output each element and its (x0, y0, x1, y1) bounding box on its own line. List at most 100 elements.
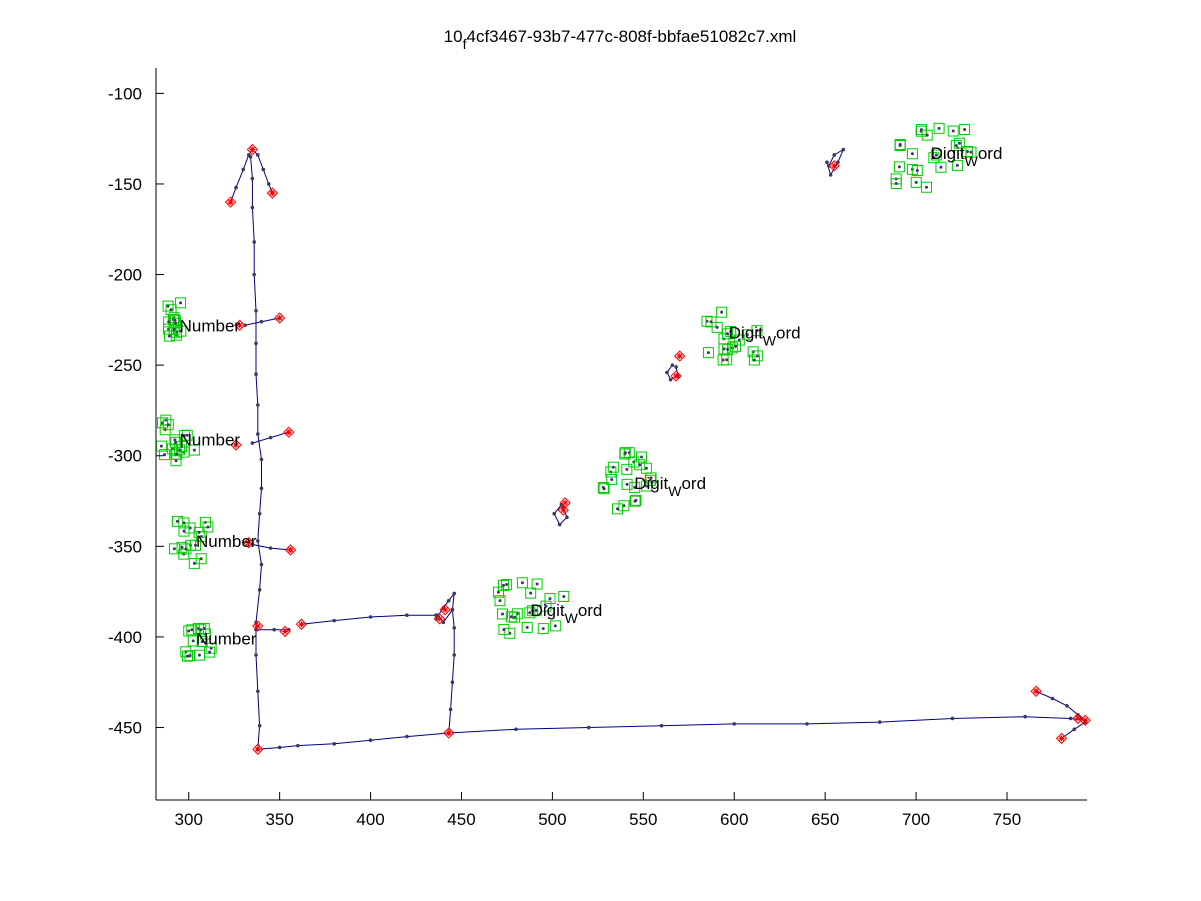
endpoint-asterisk-15 (1058, 735, 1065, 742)
x-tick-label-8: 700 (902, 810, 930, 829)
endpoint-diamond-16 (1072, 712, 1084, 725)
feature-point-4-16 (528, 611, 532, 615)
feature-point-2-11 (197, 530, 201, 534)
feature-box-1-4 (174, 444, 186, 456)
feature-box-3-13 (187, 635, 199, 647)
feature-point-6-5 (706, 351, 710, 355)
endpoint-asterisk-0 (249, 146, 256, 153)
feature-point-5-19 (601, 486, 605, 490)
feature-box-7-14 (930, 149, 942, 161)
feature-point-1-9 (175, 452, 179, 456)
region-label-rest: ord (776, 324, 801, 343)
endpoint-asterisk-3 (276, 315, 283, 322)
feature-box-3-7 (186, 624, 198, 636)
feature-point-2-6 (206, 525, 210, 529)
feature-box-1-8 (162, 419, 174, 431)
feature-box-5-15 (630, 494, 642, 506)
feature-point-6-1 (737, 338, 741, 342)
stroke-point-1-6 (261, 167, 266, 172)
feature-box-6-11 (751, 350, 763, 362)
feature-box-5-5 (628, 456, 640, 468)
feature-box-6-0 (716, 306, 728, 318)
feature-box-0-11 (175, 297, 187, 309)
feature-point-2-13 (172, 547, 176, 551)
feature-point-4-12 (501, 583, 505, 587)
feature-box-5-11 (640, 462, 652, 474)
stroke-point-7-1 (448, 707, 453, 712)
feature-box-6-15 (748, 354, 760, 366)
feature-box-6-17 (718, 343, 730, 355)
feature-point-4-9 (520, 581, 524, 585)
endpoint-asterisk-2 (269, 190, 276, 197)
feature-point-3-9 (185, 654, 189, 658)
feature-point-3-1 (200, 640, 204, 644)
feature-box-0-13 (175, 325, 187, 337)
x-tick-label-7: 650 (811, 810, 839, 829)
region-label-main: Digit (531, 601, 565, 620)
feature-box-4-16 (524, 607, 536, 619)
y-tick-label-3: -250 (108, 356, 142, 375)
feature-box-4-0 (497, 608, 509, 620)
feature-box-4-12 (497, 579, 509, 591)
feature-point-4-8 (529, 591, 533, 595)
stroke-point-13-2 (557, 522, 562, 527)
feature-box-1-15 (178, 429, 190, 441)
region-label-4: DigitWord (531, 601, 603, 626)
stroke-point-0-15 (254, 308, 258, 313)
feature-box-3-10 (195, 624, 207, 636)
feature-point-4-6 (531, 609, 535, 613)
stroke-point-0-19 (250, 176, 255, 181)
feature-point-0-9 (173, 318, 177, 322)
feature-point-1-15 (182, 433, 186, 437)
stroke-point-4-1 (268, 546, 273, 550)
feature-point-5-6 (622, 504, 626, 508)
y-tick-label-6: -400 (108, 628, 142, 647)
feature-point-7-22 (925, 133, 929, 137)
feature-point-6-10 (729, 329, 733, 333)
feature-box-7-15 (893, 161, 905, 173)
stroke-point-0-8 (257, 511, 262, 516)
stroke-point-8-2 (368, 615, 373, 619)
stroke-point-1-1 (234, 185, 238, 190)
stroke-point-7-2 (450, 680, 455, 685)
feature-point-3-12 (197, 653, 201, 657)
feature-point-6-13 (725, 358, 729, 362)
feature-point-7-23 (925, 185, 929, 189)
feature-point-5-11 (644, 466, 648, 470)
feature-point-7-12 (969, 150, 973, 154)
feature-point-7-15 (897, 165, 901, 169)
x-tick-label-2: 400 (356, 810, 384, 829)
feature-point-4-0 (501, 612, 505, 616)
region-label-1: Number (180, 430, 241, 449)
stroke-point-8-1 (332, 618, 336, 623)
feature-point-7-21 (951, 129, 955, 133)
feature-box-2-7 (195, 531, 207, 543)
feature-point-5-21 (611, 465, 615, 469)
stroke-point-6-11 (805, 722, 809, 726)
feature-box-2-15 (171, 515, 183, 527)
feature-box-4-20 (540, 600, 552, 612)
stroke-point-6-8 (586, 725, 591, 730)
feature-box-0-9 (169, 314, 181, 326)
feature-point-5-2 (625, 467, 629, 471)
stroke-point-3-1 (268, 435, 273, 440)
stroke-point-0-14 (254, 341, 258, 346)
stroke-point-6-14 (1023, 714, 1027, 719)
stroke-point-0-1 (257, 723, 262, 728)
x-tick-label-9: 750 (993, 810, 1021, 829)
stroke-point-12-4 (674, 365, 678, 369)
stroke-point-7-3 (452, 653, 457, 657)
feature-box-2-11 (193, 526, 205, 538)
feature-point-4-10 (548, 597, 552, 601)
endpoint-diamond-15 (1055, 732, 1068, 745)
endpoint-asterisk-14 (1033, 688, 1040, 695)
stroke-point-11-2 (841, 147, 846, 152)
feature-box-7-5 (933, 122, 945, 134)
stroke-point-9-3 (452, 591, 457, 596)
feature-point-3-10 (199, 628, 203, 632)
feature-point-4-7 (496, 590, 500, 594)
feature-point-6-8 (721, 358, 725, 362)
feature-point-3-8 (188, 654, 192, 658)
feature-box-2-12 (178, 517, 190, 529)
feature-box-5-1 (641, 480, 653, 492)
